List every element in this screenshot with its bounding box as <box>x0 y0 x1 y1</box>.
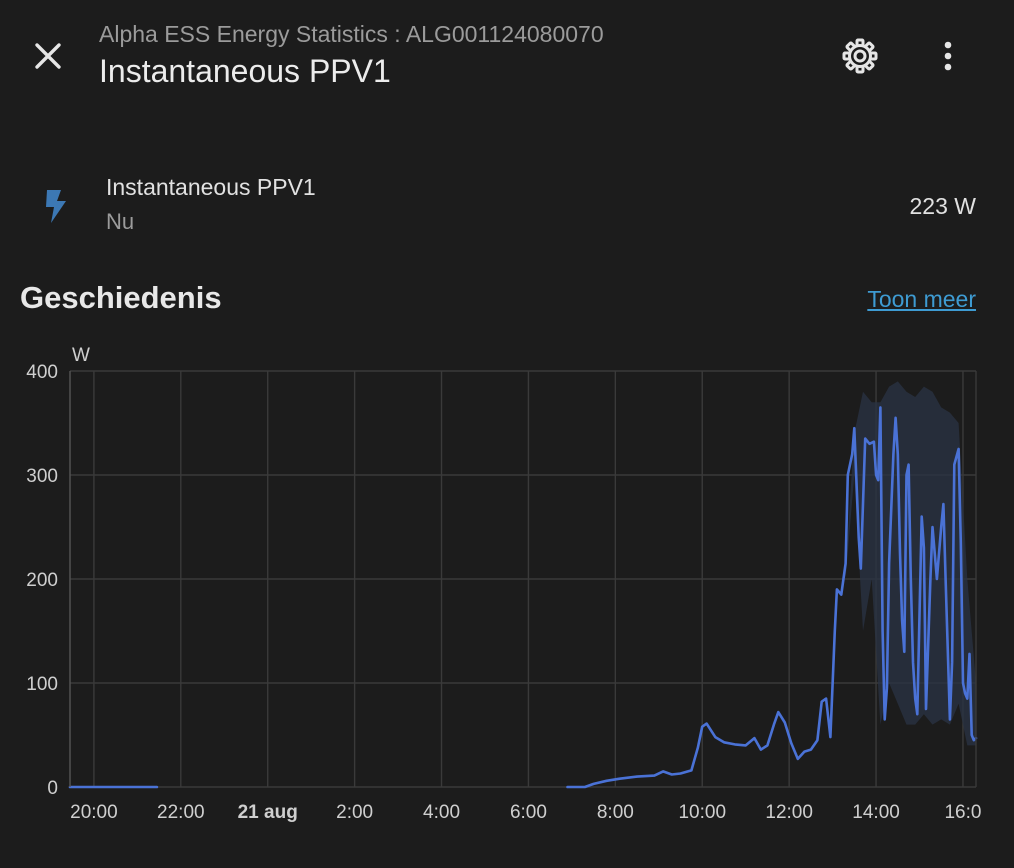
x-tick-label: 12:00 <box>765 802 813 823</box>
y-tick-label: 300 <box>26 466 58 487</box>
dialog-subtitle: Alpha ESS Energy Statistics : ALG0011240… <box>99 21 604 47</box>
dialog-header: Alpha ESS Energy Statistics : ALG0011240… <box>0 0 1014 110</box>
y-tick-label: 400 <box>26 362 58 383</box>
x-tick-label: 21 aug <box>238 802 298 823</box>
x-tick-label: 8:00 <box>597 802 634 823</box>
chart-axes: 0 100 200 300 400 20:00 22:00 21 aug 2:00 4:00 6:0… <box>26 345 981 823</box>
y-unit-label: W <box>72 345 90 366</box>
x-tick-label: 22:00 <box>157 802 205 823</box>
gear-icon <box>842 38 878 74</box>
series-line-segment <box>566 406 978 789</box>
close-button[interactable] <box>26 34 70 78</box>
x-tick-label: 20:00 <box>70 802 118 823</box>
x-tick-label: 6:00 <box>510 802 547 823</box>
history-heading: Geschiedenis <box>20 280 222 315</box>
lightning-bolt-icon <box>46 190 66 223</box>
entity-value: 223 W <box>909 193 976 219</box>
chart-line-series <box>68 406 978 789</box>
x-tick-label: 16:0 <box>944 802 981 823</box>
x-tick-label: 14:00 <box>852 802 900 823</box>
entity-time-label: Nu <box>106 209 135 234</box>
x-tick-label: 4:00 <box>423 802 460 823</box>
settings-button[interactable] <box>838 34 882 78</box>
entity-name: Instantaneous PPV1 <box>106 174 316 200</box>
y-tick-label: 100 <box>26 674 58 695</box>
y-tick-label: 0 <box>47 778 58 799</box>
y-tick-label: 200 <box>26 570 58 591</box>
chart-grid <box>70 370 976 788</box>
close-icon <box>35 43 61 69</box>
x-tick-label: 2:00 <box>336 802 373 823</box>
entity-state-row[interactable]: Instantaneous PPV1 Nu 223 W <box>0 160 1014 250</box>
history-chart[interactable]: 0 100 200 300 400 20:00 22:00 21 aug 2:00 4:00 6:0… <box>0 330 1014 860</box>
more-options-button[interactable] <box>926 34 970 78</box>
more-vertical-icon <box>944 41 952 71</box>
show-more-link[interactable]: Toon meer <box>867 286 976 312</box>
dialog-title: Instantaneous PPV1 <box>99 53 391 89</box>
x-tick-label: 10:00 <box>678 802 726 823</box>
